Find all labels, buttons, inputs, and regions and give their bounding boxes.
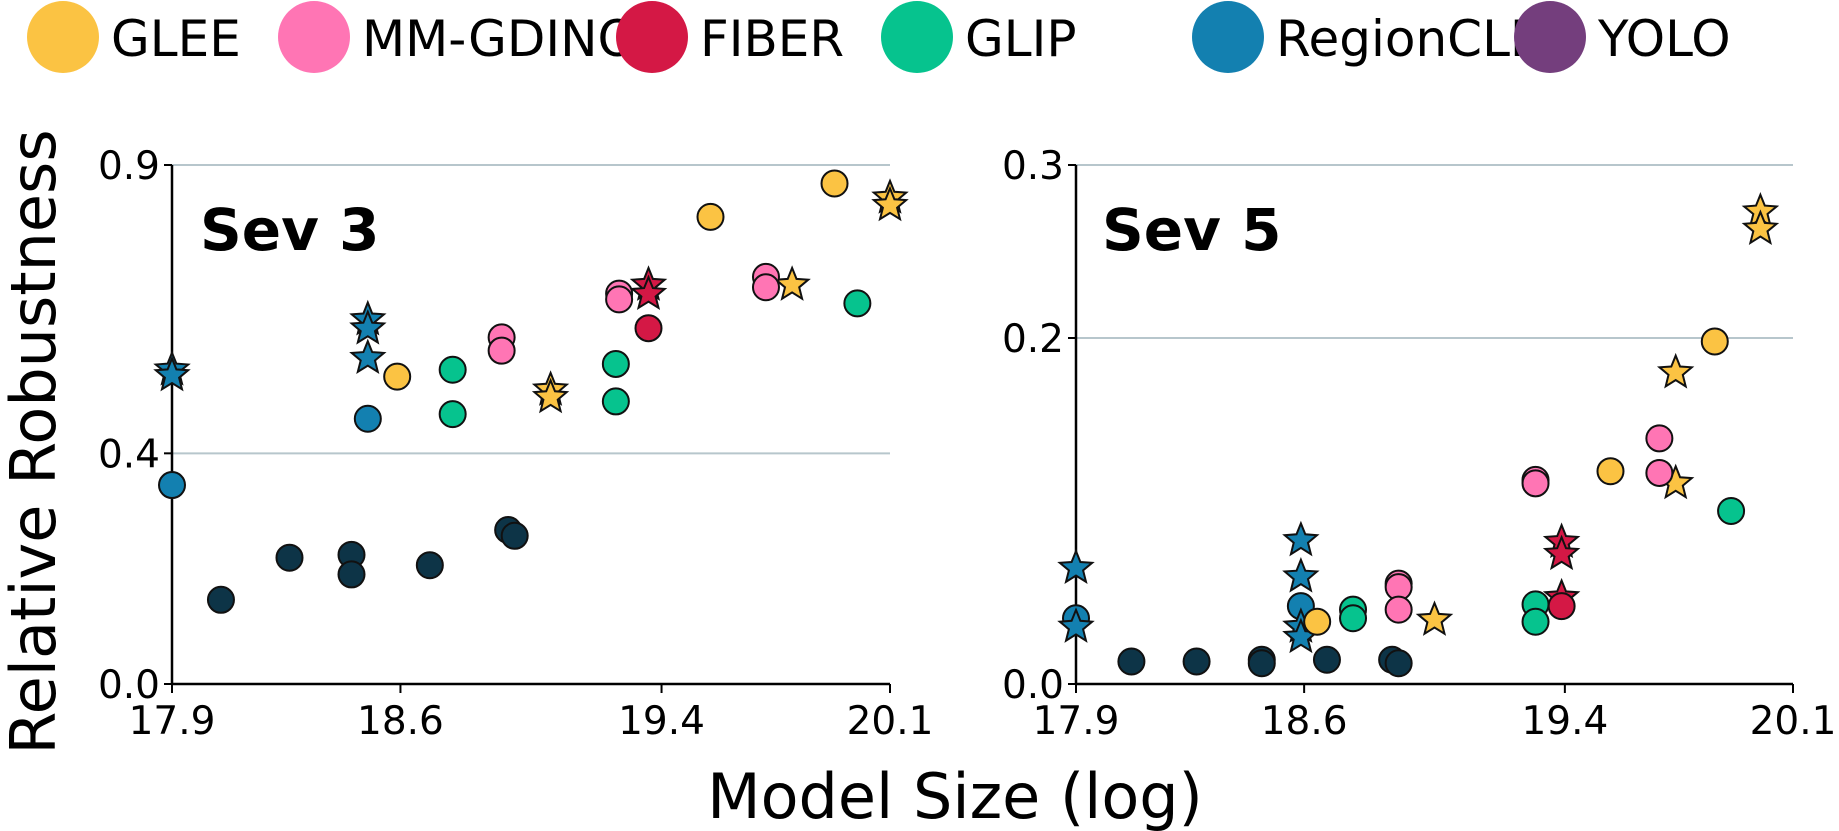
point-mm-gdino <box>487 336 516 365</box>
y-axis-title: Relative Robustness <box>0 129 70 754</box>
point-glip <box>438 355 467 384</box>
x-tick-label: 20.1 <box>847 699 934 744</box>
point-glee <box>1303 607 1332 636</box>
legend-label: FIBER <box>700 10 844 68</box>
y-tick-label: 0.3 <box>1002 144 1064 189</box>
point-yolo <box>1117 647 1146 676</box>
legend-label: GLEE <box>111 10 241 68</box>
panel-title: Sev 3 <box>200 196 379 264</box>
point-mm-gdino <box>1384 595 1413 624</box>
point-mm-gdino <box>605 285 634 314</box>
legend-swatch <box>616 1 688 73</box>
point-yolo <box>500 521 529 550</box>
point-fiber-star <box>629 274 668 311</box>
x-tick-label: 18.6 <box>357 699 444 744</box>
y-tick-label: 0.4 <box>98 432 160 477</box>
legend-swatch <box>278 1 350 73</box>
point-mm-gdino <box>1521 469 1550 498</box>
point-mm-gdino <box>751 273 780 302</box>
point-fiber <box>634 314 663 343</box>
point-glee-star <box>1415 600 1454 636</box>
panel-title: Sev 5 <box>1102 196 1281 264</box>
legend-item-glip: GLIP <box>881 1 1077 73</box>
point-glee-star <box>773 265 811 301</box>
point-regionclip-star <box>349 309 387 345</box>
x-tick-label: 17.9 <box>129 699 216 744</box>
point-regionclip-star <box>349 338 387 375</box>
point-yolo <box>337 560 366 589</box>
x-tick-label: 19.4 <box>618 699 705 744</box>
point-glip <box>601 387 630 416</box>
y-tick-label: 0.0 <box>98 663 160 708</box>
point-yolo <box>415 551 444 580</box>
point-glip <box>601 349 630 378</box>
point-glee <box>1596 457 1625 486</box>
x-tick-label: 19.4 <box>1521 699 1608 744</box>
point-yolo <box>275 543 304 572</box>
y-tick-label: 0.0 <box>1002 663 1064 708</box>
point-glip <box>1339 604 1368 633</box>
point-regionclip-star <box>153 355 191 392</box>
legend-label: RegionCLIP <box>1276 10 1555 68</box>
legend-item-glee: GLEE <box>27 1 241 73</box>
point-regionclip-star <box>1282 520 1320 557</box>
point-mm-gdino <box>1645 424 1674 453</box>
point-glee <box>820 169 849 198</box>
legend-label: MM-GDINO <box>362 10 637 68</box>
point-glee-star <box>1656 352 1695 389</box>
point-regionclip-star <box>1057 548 1095 584</box>
x-tick-label: 17.9 <box>1033 699 1120 744</box>
point-glee <box>696 202 725 231</box>
legend-item-regionclip: RegionCLIP <box>1192 1 1555 73</box>
point-glip <box>843 289 872 318</box>
legend-swatch <box>27 1 99 73</box>
point-glee-star <box>1741 209 1780 245</box>
point-glee <box>1700 327 1729 356</box>
legend-item-fiber: FIBER <box>616 1 844 73</box>
point-mm-gdino <box>1645 458 1674 487</box>
legend-swatch <box>1192 1 1264 73</box>
point-glee-star <box>531 377 570 414</box>
legend-swatch <box>881 1 953 73</box>
legend-label: GLIP <box>965 10 1077 68</box>
point-regionclip <box>158 471 186 500</box>
legend-label: YOLO <box>1597 10 1731 68</box>
x-axis-title: Model Size (log) <box>707 760 1203 831</box>
y-tick-label: 0.2 <box>1002 317 1064 362</box>
point-fiber <box>1547 592 1576 621</box>
point-yolo <box>1312 645 1341 674</box>
point-regionclip-star <box>1282 557 1320 593</box>
point-glee-star <box>871 185 909 222</box>
point-fiber-star <box>1542 534 1581 571</box>
point-glip <box>1521 607 1550 636</box>
point-regionclip <box>353 404 382 433</box>
point-yolo <box>1247 649 1276 678</box>
legend-item-yolo: YOLO <box>1514 1 1731 73</box>
x-tick-label: 18.6 <box>1261 699 1348 744</box>
point-yolo <box>1384 649 1413 678</box>
point-glip <box>438 400 467 429</box>
panel-sev3: 0.0 0.4 0.9 17.9 18.6 19.4 20.1 Sev 3 <box>98 144 933 744</box>
point-yolo <box>1182 647 1211 676</box>
legend-swatch <box>1514 1 1586 73</box>
point-glip <box>1717 497 1746 525</box>
panel-sev5: 0.0 0.2 0.3 17.9 18.6 19.4 20.1 Sev 5 <box>1002 144 1836 744</box>
legend: GLEE MM-GDINO FIBER GLIP RegionCLIP YOLO <box>27 1 1731 73</box>
point-yolo <box>206 585 235 614</box>
point-glee <box>383 362 412 391</box>
x-tick-label: 20.1 <box>1750 699 1837 744</box>
y-tick-label: 0.9 <box>98 144 160 189</box>
legend-item-mm-gdino: MM-GDINO <box>278 1 637 73</box>
point-regionclip-star <box>1057 607 1095 643</box>
